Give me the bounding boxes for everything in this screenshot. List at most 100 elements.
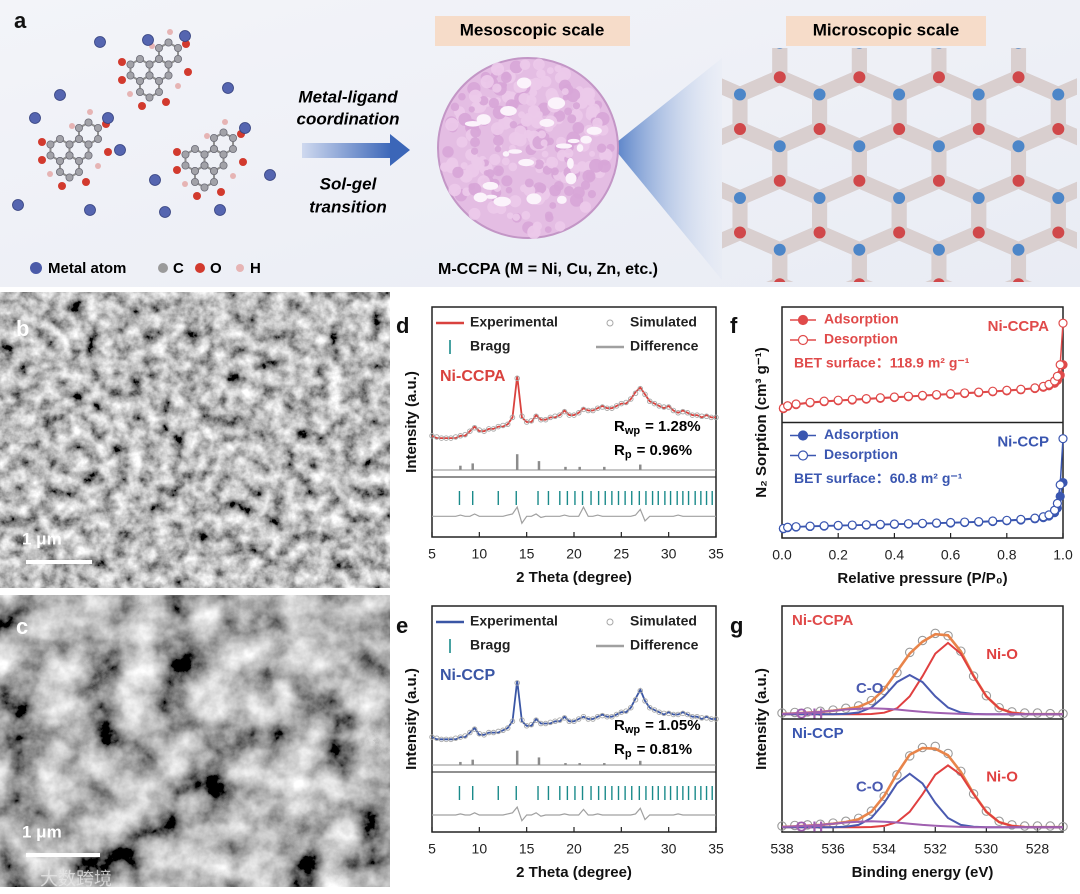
aggregate-grain bbox=[529, 77, 543, 91]
atom bbox=[193, 192, 201, 200]
carbon-atom bbox=[190, 144, 199, 153]
bet-annotation: BET surface：60.8 m² g⁻¹ bbox=[794, 470, 963, 486]
aggregate-grain bbox=[509, 195, 522, 208]
aggregate-grain bbox=[508, 131, 522, 146]
aggregate-grain bbox=[536, 183, 547, 193]
data-point bbox=[892, 770, 902, 780]
data-point bbox=[467, 428, 473, 434]
framework-node bbox=[972, 123, 985, 135]
data-point bbox=[557, 412, 563, 418]
data-point bbox=[613, 403, 620, 409]
aggregate-grain bbox=[501, 71, 511, 80]
data-point bbox=[637, 385, 644, 392]
aggregate-grain bbox=[468, 106, 475, 113]
carbon-atom bbox=[55, 156, 64, 165]
carbon-atom bbox=[65, 173, 74, 182]
fit-subscript: wp bbox=[624, 425, 641, 437]
aggregate-grain bbox=[550, 167, 559, 176]
carbon-atom bbox=[155, 88, 164, 97]
carbon-atom bbox=[181, 150, 190, 159]
carbon-atom bbox=[65, 140, 74, 149]
data-point bbox=[904, 751, 915, 761]
x-axis-title: Binding energy (eV) bbox=[852, 864, 994, 881]
data-point bbox=[471, 726, 478, 732]
component-label: O-H bbox=[796, 705, 824, 722]
legend-text: O bbox=[210, 260, 222, 277]
atom bbox=[222, 119, 228, 125]
aggregate-grain bbox=[589, 150, 596, 157]
x-tick-label: 0.6 bbox=[941, 547, 961, 563]
fit-curve bbox=[781, 820, 1063, 829]
framework-node bbox=[773, 243, 786, 256]
aggregate-pore bbox=[586, 126, 602, 135]
atom bbox=[230, 173, 236, 179]
framework-node bbox=[1012, 278, 1025, 282]
framework-node bbox=[773, 174, 786, 187]
atom bbox=[127, 91, 133, 97]
aggregate-grain bbox=[566, 131, 581, 146]
aggregate-grain bbox=[521, 210, 531, 220]
aggregate-grain bbox=[567, 114, 577, 124]
data-point bbox=[847, 520, 857, 530]
metal-atom bbox=[12, 199, 24, 211]
framework-node bbox=[893, 88, 906, 101]
data-point bbox=[917, 518, 928, 528]
data-point bbox=[557, 717, 563, 723]
aggregate-pore bbox=[482, 181, 499, 190]
aggregate-grain bbox=[489, 153, 501, 166]
x-tick-label: 35 bbox=[708, 841, 724, 857]
legend-text: H bbox=[250, 260, 261, 277]
aggregate-grain bbox=[533, 58, 545, 71]
aggregate-grain bbox=[509, 60, 523, 74]
aggregate-grain bbox=[493, 135, 504, 146]
x-tick-label: 0.4 bbox=[885, 547, 905, 563]
data-point bbox=[945, 389, 956, 399]
aggregate-grain bbox=[490, 62, 505, 76]
framework-node bbox=[972, 226, 985, 239]
data-point bbox=[623, 708, 629, 714]
atom bbox=[175, 83, 181, 89]
carbon-atom bbox=[200, 183, 209, 192]
carbon-atom bbox=[229, 133, 238, 142]
framework-node bbox=[853, 243, 866, 256]
aggregate-grain bbox=[460, 162, 468, 170]
data-point bbox=[847, 394, 857, 404]
data-point bbox=[931, 518, 942, 528]
sem-image bbox=[0, 292, 390, 588]
carbon-atom bbox=[164, 38, 173, 47]
carbon-atom bbox=[135, 88, 144, 97]
aggregate-grain bbox=[532, 221, 542, 231]
carbon-atom bbox=[210, 166, 219, 175]
carbon-atom bbox=[190, 166, 199, 175]
atom bbox=[38, 156, 46, 164]
aggregate-grain bbox=[494, 145, 502, 153]
framework-node bbox=[856, 48, 863, 49]
atom bbox=[204, 133, 210, 139]
aggregate-grain bbox=[544, 211, 553, 220]
aggregate-pore bbox=[556, 195, 567, 204]
data-point bbox=[642, 698, 648, 704]
aggregate-grain bbox=[480, 74, 494, 89]
legend-label: Experimental bbox=[470, 314, 558, 330]
aggregate-grain bbox=[562, 94, 569, 101]
fit-value: = 1.28% bbox=[645, 418, 700, 435]
aggregate-pore bbox=[485, 194, 498, 199]
legend-atom bbox=[158, 263, 168, 273]
sample-label: Ni-CCPA bbox=[988, 318, 1050, 335]
x-tick-label: 15 bbox=[519, 546, 535, 562]
carbon-atom bbox=[154, 44, 163, 53]
atom bbox=[82, 178, 90, 186]
data-point bbox=[1052, 498, 1062, 508]
framework-node bbox=[1012, 243, 1025, 256]
carbon-atom bbox=[126, 71, 135, 80]
fit-curve bbox=[781, 707, 1063, 716]
legend-label: Simulated bbox=[630, 613, 697, 629]
data-point bbox=[670, 407, 677, 414]
metal-atom bbox=[29, 112, 41, 124]
data-point bbox=[590, 407, 596, 414]
atom bbox=[167, 29, 173, 35]
metal-atom bbox=[214, 204, 226, 216]
aggregate-grain bbox=[572, 102, 581, 110]
data-point bbox=[651, 707, 658, 713]
aggregate-pore bbox=[580, 135, 592, 144]
